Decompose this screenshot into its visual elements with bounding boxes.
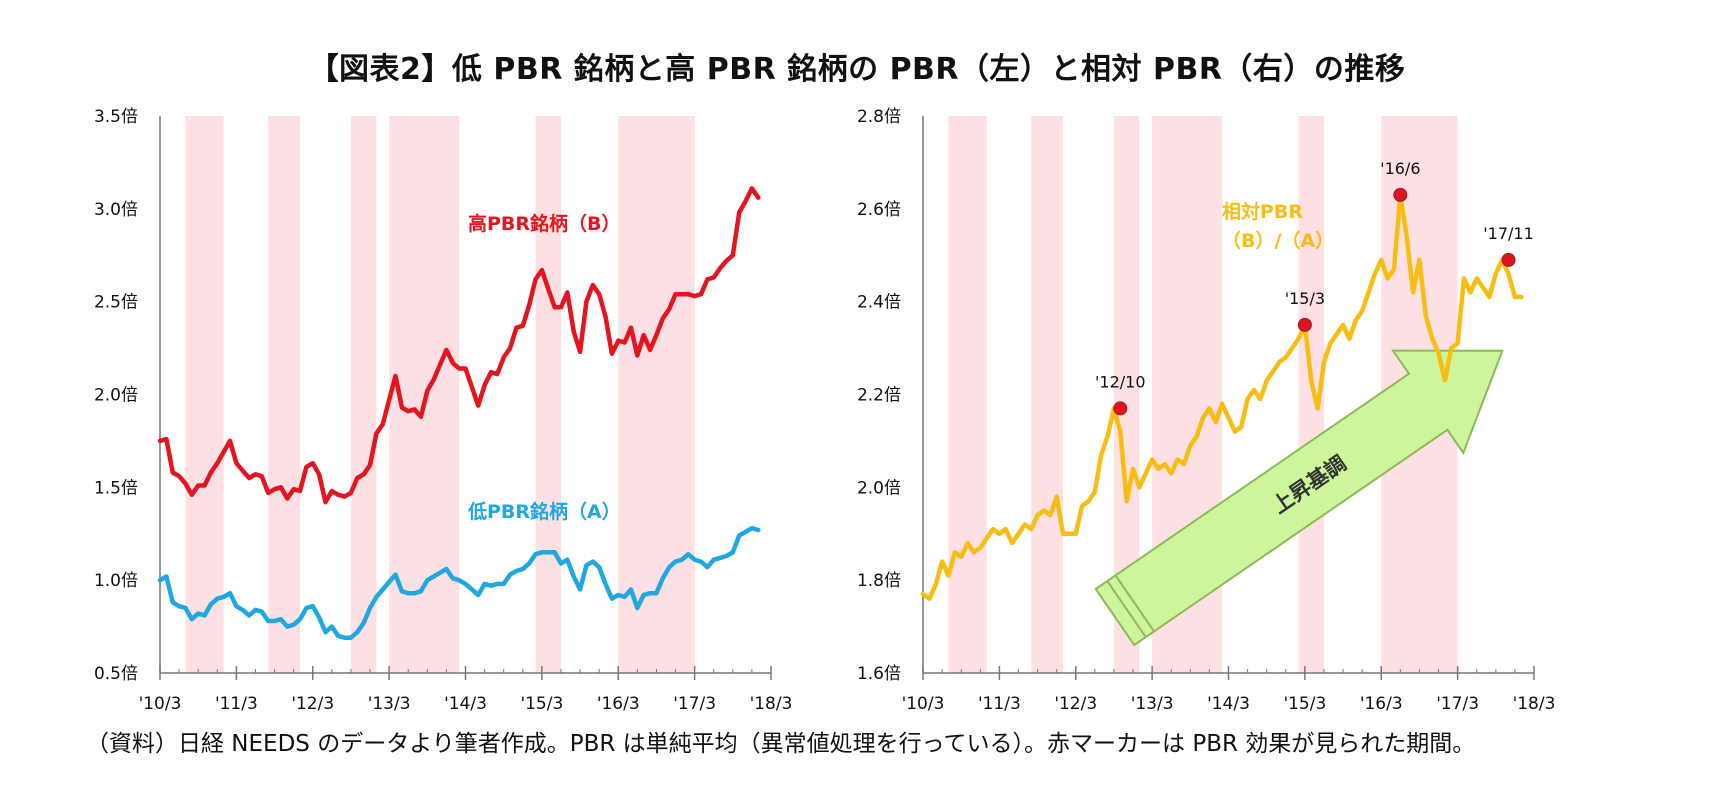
x-tick-label: '14/3 bbox=[1207, 694, 1250, 714]
shaded-period bbox=[1031, 116, 1064, 673]
x-tick-label: '15/3 bbox=[520, 694, 563, 714]
trend-arrow-stripe bbox=[1114, 574, 1155, 632]
y-tick-label: 1.6倍 bbox=[857, 664, 901, 684]
x-tick-label: '10/3 bbox=[139, 694, 182, 714]
right-x-ticks: '10/3 '11/3 '12/3 '13/3 '14/3 '15/3 '16/3 '17/3… bbox=[902, 666, 1556, 714]
y-tick-label: 2.6倍 bbox=[857, 200, 901, 220]
highlight-marker bbox=[1113, 401, 1128, 416]
y-tick-label: 1.5倍 bbox=[94, 478, 138, 498]
shaded-period bbox=[618, 116, 695, 673]
y-tick-label: 3.0倍 bbox=[94, 200, 138, 220]
series-line bbox=[157, 186, 761, 505]
x-tick-label: '16/3 bbox=[1360, 694, 1403, 714]
source-note: （資料）日経 NEEDS のデータより筆者作成。PBR は単純平均（異常値処理を… bbox=[86, 731, 1476, 757]
shaded-period bbox=[350, 116, 377, 673]
series-label-relative-line1: 相対PBR bbox=[1222, 200, 1303, 223]
y-tick-label: 2.2倍 bbox=[857, 386, 901, 406]
y-tick-label: 2.0倍 bbox=[94, 386, 138, 406]
x-tick-label: '12/3 bbox=[1054, 694, 1097, 714]
x-tick-label: '15/3 bbox=[1283, 694, 1326, 714]
series-label-high: 高PBR銘柄（B） bbox=[468, 212, 621, 235]
series-line bbox=[157, 525, 761, 640]
y-tick-label: 2.5倍 bbox=[94, 293, 138, 313]
right-highlight-markers: '12/10 '15/3 '16/6 '17/11 bbox=[1095, 159, 1534, 416]
highlight-label: '16/6 bbox=[1380, 159, 1420, 178]
y-tick-label: 1.8倍 bbox=[857, 571, 901, 591]
x-tick-label: '14/3 bbox=[444, 694, 487, 714]
x-tick-label: '12/3 bbox=[291, 694, 334, 714]
highlight-label: '12/10 bbox=[1095, 372, 1146, 391]
right-y-ticks: 1.6倍 1.8倍 2.0倍 2.2倍 2.4倍 2.6倍 2.8倍 bbox=[857, 107, 901, 684]
y-tick-label: 1.0倍 bbox=[94, 571, 138, 591]
y-tick-label: 2.0倍 bbox=[857, 478, 901, 498]
series-label-relative-line2: （B）/（A） bbox=[1222, 229, 1334, 252]
left-shaded-periods bbox=[185, 116, 695, 673]
page-title: 【図表2】低 PBR 銘柄と高 PBR 銘柄の PBR（左）と相対 PBR（右）… bbox=[308, 52, 1406, 87]
right-shaded-periods bbox=[948, 116, 1458, 673]
left-x-ticks: '10/3 '11/3 '12/3 '13/3 '14/3 '15/3 '16/3 '17/3… bbox=[139, 666, 793, 714]
shaded-period bbox=[268, 116, 301, 673]
shaded-period bbox=[948, 116, 987, 673]
highlight-marker bbox=[1393, 187, 1408, 202]
y-tick-label: 3.5倍 bbox=[94, 107, 138, 127]
shaded-period bbox=[185, 116, 224, 673]
highlight-label: '15/3 bbox=[1285, 289, 1325, 308]
x-tick-label: '10/3 bbox=[902, 694, 945, 714]
x-tick-label: '13/3 bbox=[1131, 694, 1174, 714]
highlight-marker bbox=[1297, 317, 1312, 332]
left-series-lines bbox=[157, 186, 761, 640]
right-chart: '10/3 '11/3 '12/3 '13/3 '14/3 '15/3 '16/3 '17/3… bbox=[857, 107, 1555, 714]
y-tick-label: 2.8倍 bbox=[857, 107, 901, 127]
trend-arrow: 上昇基調 bbox=[1094, 349, 1504, 647]
x-tick-label: '17/3 bbox=[1436, 694, 1479, 714]
y-tick-label: 2.4倍 bbox=[857, 293, 901, 313]
x-tick-label: '13/3 bbox=[368, 694, 411, 714]
series-label-low: 低PBR銘柄（A） bbox=[467, 500, 621, 523]
x-tick-label: '16/3 bbox=[597, 694, 640, 714]
x-tick-label: '18/3 bbox=[1513, 694, 1556, 714]
highlight-label: '17/11 bbox=[1483, 224, 1534, 243]
trend-arrow-stripe bbox=[1106, 580, 1147, 638]
x-tick-label: '18/3 bbox=[750, 694, 793, 714]
highlight-marker bbox=[1501, 252, 1516, 267]
x-tick-label: '17/3 bbox=[673, 694, 716, 714]
left-chart: '10/3 '11/3 '12/3 '13/3 '14/3 '15/3 '16/3 '17/3… bbox=[94, 107, 792, 714]
x-tick-label: '11/3 bbox=[215, 694, 258, 714]
series-line bbox=[920, 192, 1524, 601]
y-tick-label: 0.5倍 bbox=[94, 664, 138, 684]
trend-arrow-shape bbox=[1094, 349, 1504, 647]
right-series-lines bbox=[920, 192, 1524, 601]
x-tick-label: '11/3 bbox=[978, 694, 1021, 714]
left-y-ticks: 0.5倍 1.0倍 1.5倍 2.0倍 2.5倍 3.0倍 3.5倍 bbox=[94, 107, 138, 684]
shaded-period bbox=[535, 116, 561, 673]
